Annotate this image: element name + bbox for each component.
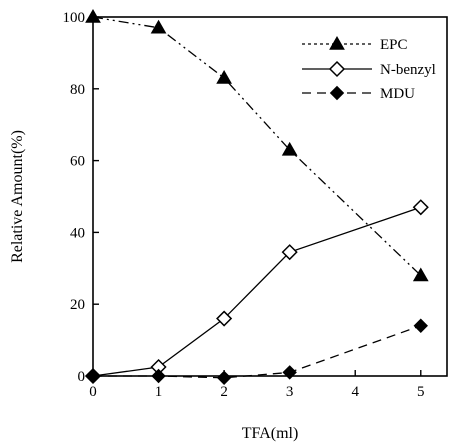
legend: EPC N-benzyl MDU	[302, 35, 436, 102]
plot-border	[92, 16, 448, 377]
y-tick-label-100: 100	[63, 10, 86, 26]
point-epc-4	[412, 267, 429, 282]
point-mdu-4	[413, 318, 428, 333]
point-n-benzyl-3	[281, 244, 298, 261]
x-tick-label-3: 3	[286, 384, 294, 400]
x-axis-title: TFA(ml)	[242, 425, 299, 442]
point-n-benzyl-2	[216, 310, 233, 327]
point-epc-3	[281, 141, 298, 156]
y-tick-label-20: 20	[70, 297, 85, 313]
point-mdu-1	[151, 368, 166, 384]
x-tick-label-5: 5	[417, 384, 425, 400]
series-line-epc	[92, 16, 422, 276]
y-tick-label-60: 60	[70, 154, 85, 170]
legend-label-mdu: MDU	[380, 86, 415, 102]
series-lines	[92, 16, 422, 379]
legend-marker-mdu	[329, 85, 345, 101]
legend-label-n-benzyl: N-benzyl	[380, 62, 436, 78]
series-line-n-benzyl	[92, 206, 421, 377]
legend-marker-epc	[329, 35, 345, 50]
y-tick-label-80: 80	[70, 82, 85, 98]
point-n-benzyl-4	[412, 199, 429, 216]
legend-marker-n-benzyl	[328, 60, 346, 78]
legend-label-epc: EPC	[380, 37, 408, 53]
x-tick-label-0: 0	[89, 384, 97, 400]
y-axis-title: Relative Amount(%)	[9, 130, 26, 263]
y-tick-label-40: 40	[70, 225, 85, 241]
x-tick-label-2: 2	[220, 384, 228, 400]
point-epc-1	[150, 19, 167, 34]
point-mdu-0	[85, 368, 101, 384]
series-markers	[84, 8, 429, 386]
point-mdu-3	[282, 365, 297, 380]
series-line-mdu	[93, 325, 421, 379]
y-axis-ticks: 0 20 40 60 80 100	[63, 10, 99, 385]
y-tick-label-0: 0	[78, 369, 86, 385]
plot-frame	[92, 16, 448, 377]
x-axis-ticks: 0 1 2 3 4 5	[89, 370, 425, 400]
x-tick-label-4: 4	[351, 384, 359, 400]
point-mdu-2	[216, 370, 232, 386]
x-tick-label-1: 1	[155, 384, 163, 400]
point-epc-0	[85, 8, 101, 23]
point-epc-2	[216, 70, 232, 84]
